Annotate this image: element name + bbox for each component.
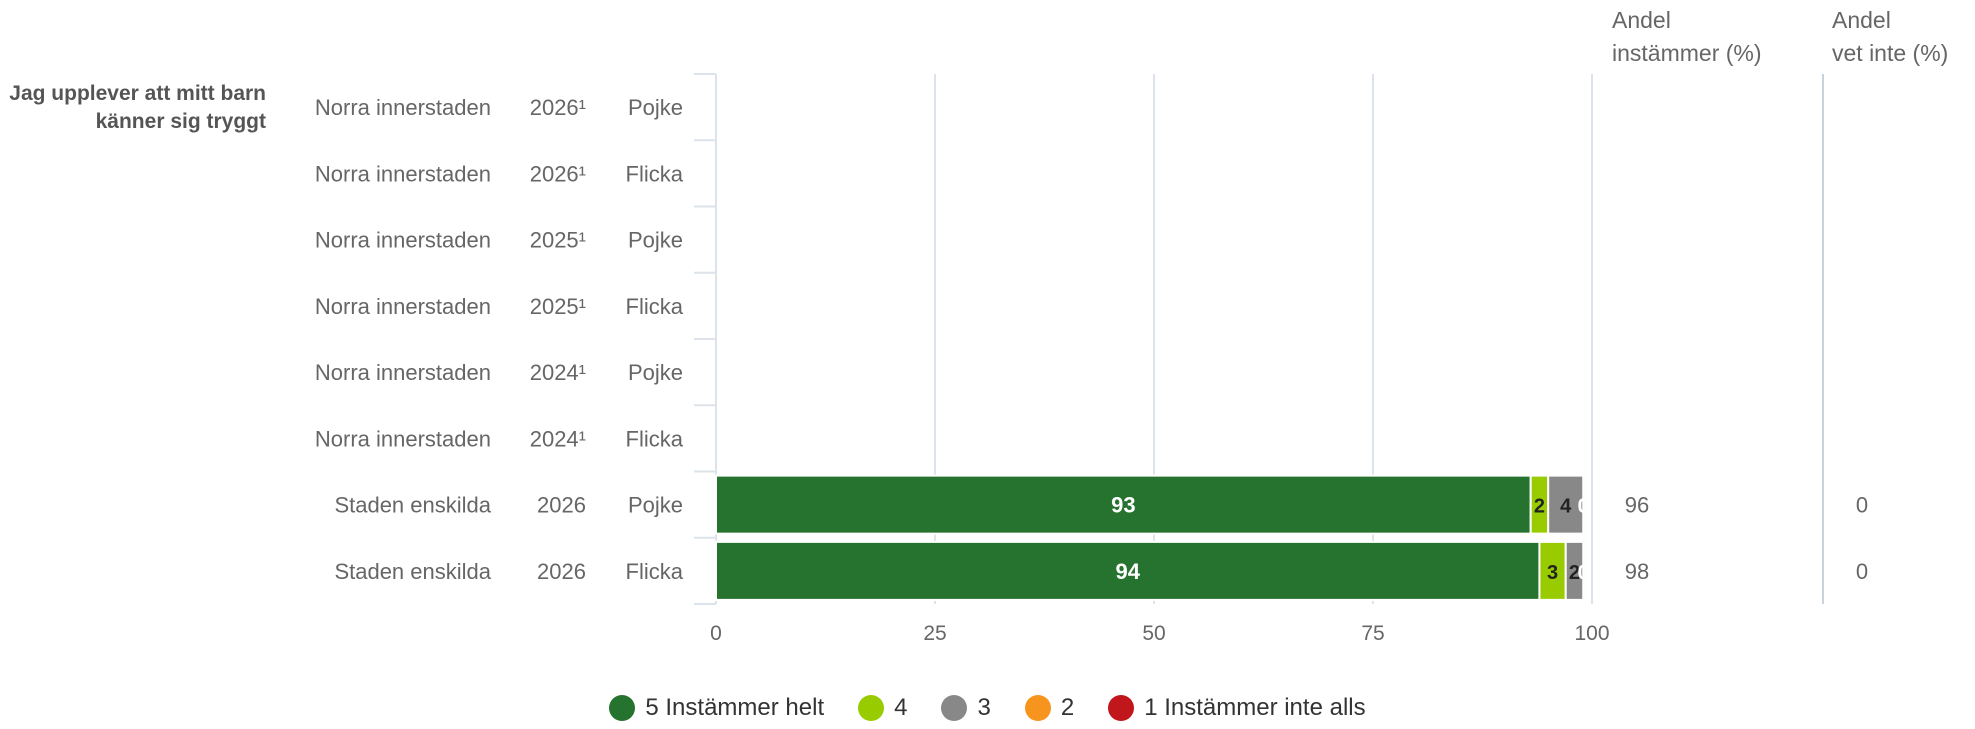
row-year-label: 2026 [537,493,586,518]
bar-data-label: 0 [1578,562,1589,584]
row-gender-label: Flicka [626,294,684,319]
bar-data-label: 0 [1578,496,1589,518]
row-area-label: Norra innerstaden [315,95,491,120]
row-year-label: 2025¹ [530,294,586,319]
row-area-label: Norra innerstaden [315,294,491,319]
legend-label: 5 Instämmer helt [645,694,825,721]
legend-swatch [858,695,885,721]
legend-label: 1 Instämmer inte alls [1144,694,1366,721]
row-area-label: Staden enskilda [334,559,491,584]
chart-legend: 5 Instämmer helt 4 3 2 1 Instämmer inte alls [0,694,1975,722]
bar-segment [715,474,1532,535]
col-header-instammer-line1: Andel [1612,7,1671,33]
bar-segment [1538,540,1567,601]
andel-instammer-value: 98 [1625,559,1649,584]
legend-label: 3 [977,694,991,721]
andel-vet-inte-value: 0 [1856,493,1868,518]
legend-swatch [609,695,636,721]
row-gender-label: Pojke [628,228,683,253]
legend-item[interactable]: 2 [1024,694,1075,722]
legend-item[interactable]: 3 [941,694,991,722]
row-year-label: 2025¹ [530,228,586,253]
row-year-label: 2026¹ [530,95,586,120]
bar-data-label: 2 [1534,496,1545,518]
row-year-label: 2024¹ [530,360,586,385]
col-header-vet-inte: Andel vet inte (%) [1832,4,1948,70]
col-header-instammer-line2: instämmer (%) [1612,40,1762,66]
legend-swatch [1108,695,1135,721]
bar-data-label: 2 [1569,562,1580,584]
legend-label: 2 [1060,694,1075,721]
row-area-label: Staden enskilda [334,493,491,518]
row-gender-label: Flicka [626,559,684,584]
legend-item[interactable]: 4 [858,694,907,722]
bar-data-label: 4 [1560,496,1572,518]
row-area-label: Norra innerstaden [315,426,491,451]
stacked-bar-chart: 0 25 50 75 100 Norra innerstaden 2026¹ Pojke Nor… [315,73,1868,645]
bar-segment [1547,474,1585,535]
col-header-vet-inte-line2: vet inte (%) [1832,40,1949,66]
x-tick-label: 100 [1574,622,1609,645]
row-area-label: Norra innerstaden [315,228,491,253]
legend-item[interactable]: 1 Instämmer inte alls [1108,694,1366,722]
row-year-label: 2026¹ [530,161,586,186]
row-year-label: 2026 [537,559,586,584]
x-tick-label: 0 [710,622,722,645]
row-gender-label: Flicka [626,426,684,451]
row-gender-label: Pojke [628,493,683,518]
x-tick-label: 75 [1361,622,1384,645]
bar-data-label: 0 [1578,562,1589,584]
row-area-label: Norra innerstaden [315,161,491,186]
row-gender-label: Pojke [628,360,683,385]
col-header-vet-inte-line1: Andel [1832,7,1891,33]
legend-item[interactable]: 5 Instämmer helt [609,694,824,722]
row-gender-label: Flicka [626,161,684,186]
row-gender-label: Pojke [628,95,683,120]
col-header-instammer: Andel instämmer (%) [1612,4,1762,70]
question-label: Jag upplever att mitt barn känner sig tr… [9,82,266,133]
andel-vet-inte-value: 0 [1856,559,1868,584]
row-year-label: 2024¹ [530,426,586,451]
legend-swatch [1024,695,1051,721]
bar-data-label: 3 [1547,562,1558,584]
legend-label: 4 [894,694,908,721]
bar-data-label: 93 [1111,493,1135,518]
andel-instammer-value: 96 [1625,493,1649,518]
bar-data-label: 0 [1578,496,1589,518]
bar-data-label: 94 [1115,559,1140,584]
x-tick-label: 50 [1142,622,1165,645]
legend-swatch [941,695,968,721]
bar-segment [1564,540,1585,601]
row-area-label: Norra innerstaden [315,360,491,385]
x-tick-label: 25 [923,622,946,645]
